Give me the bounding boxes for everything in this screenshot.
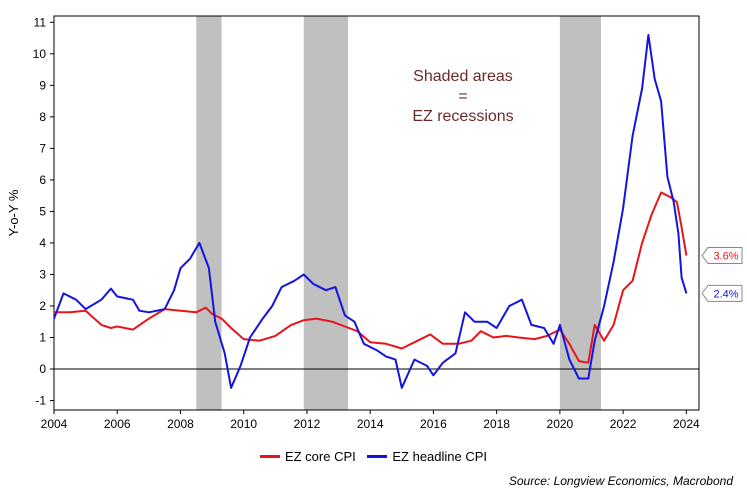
recession-band-0 <box>196 16 222 410</box>
legend-item-core: EZ core CPI <box>259 449 356 464</box>
recession-annotation: Shaded areas = EZ recessions <box>412 68 513 125</box>
plot-frame <box>53 15 700 411</box>
series-line-core <box>54 191 688 364</box>
legend-label-headline: EZ headline CPI <box>392 449 488 464</box>
y-tick-label: 0 <box>39 362 46 376</box>
x-tick-label: 2010 <box>230 417 257 431</box>
x-tick-label: 2018 <box>483 417 510 431</box>
end-label-text: 3.6% <box>713 251 738 263</box>
recession-bands <box>196 16 601 410</box>
x-tick-label: 2020 <box>547 417 574 431</box>
end-label-text: 2.4% <box>713 288 738 300</box>
end-label-headline: 2.4% <box>701 284 743 302</box>
x-tick-label: 2014 <box>357 417 384 431</box>
legend-swatch-core <box>259 455 280 458</box>
legend-item-headline: EZ headline CPI <box>367 449 487 464</box>
x-tick-label: 2004 <box>41 417 68 431</box>
legend-swatch-headline <box>367 455 388 458</box>
y-tick-label: 6 <box>39 173 46 187</box>
y-tick-label: 7 <box>39 141 46 155</box>
annotation-line-0: Shaded areas <box>413 68 513 85</box>
x-tick-label: 2012 <box>294 417 321 431</box>
y-tick-label: 5 <box>39 204 46 218</box>
x-tick-label: 2008 <box>167 417 194 431</box>
x-axis: 2004 2006 2008 2010 2012 2014 2016 2018 2020 2022… <box>41 410 700 431</box>
y-tick-label: 9 <box>39 78 46 92</box>
annotation-line-2: EZ recessions <box>412 108 513 125</box>
y-tick-label: 2 <box>39 299 46 313</box>
series-lines <box>53 33 688 389</box>
x-tick-label: 2022 <box>610 417 637 431</box>
source-note: Source: Longview Economics, Macrobond <box>508 474 733 488</box>
x-tick-label: 2016 <box>420 417 447 431</box>
y-tick-label: 11 <box>34 15 47 29</box>
series-line-headline <box>53 33 688 389</box>
legend-label-core: EZ core CPI <box>284 449 356 464</box>
y-tick-label: 10 <box>33 47 47 61</box>
x-tick-label: 2006 <box>104 417 131 431</box>
y-axis-label: Y-o-Y % <box>6 189 21 236</box>
y-tick-label: 4 <box>39 236 46 250</box>
legend: EZ core CPI EZ headline CPI <box>0 446 747 464</box>
y-axis: -1 0 1 2 3 4 5 6 7 8 9 10 11 <box>33 15 54 408</box>
y-tick-label: -1 <box>35 394 46 408</box>
y-tick-label: 8 <box>39 110 46 124</box>
end-label-box <box>701 284 743 302</box>
annotation-line-1: = <box>458 88 467 105</box>
end-value-labels: 3.6% 2.4% <box>701 247 743 302</box>
end-label-core: 3.6% <box>701 247 743 265</box>
y-tick-label: 1 <box>39 331 46 345</box>
recession-band-1 <box>303 16 349 410</box>
y-tick-label: 3 <box>39 267 46 281</box>
x-tick-label: 2024 <box>673 417 700 431</box>
end-label-box <box>701 247 743 265</box>
